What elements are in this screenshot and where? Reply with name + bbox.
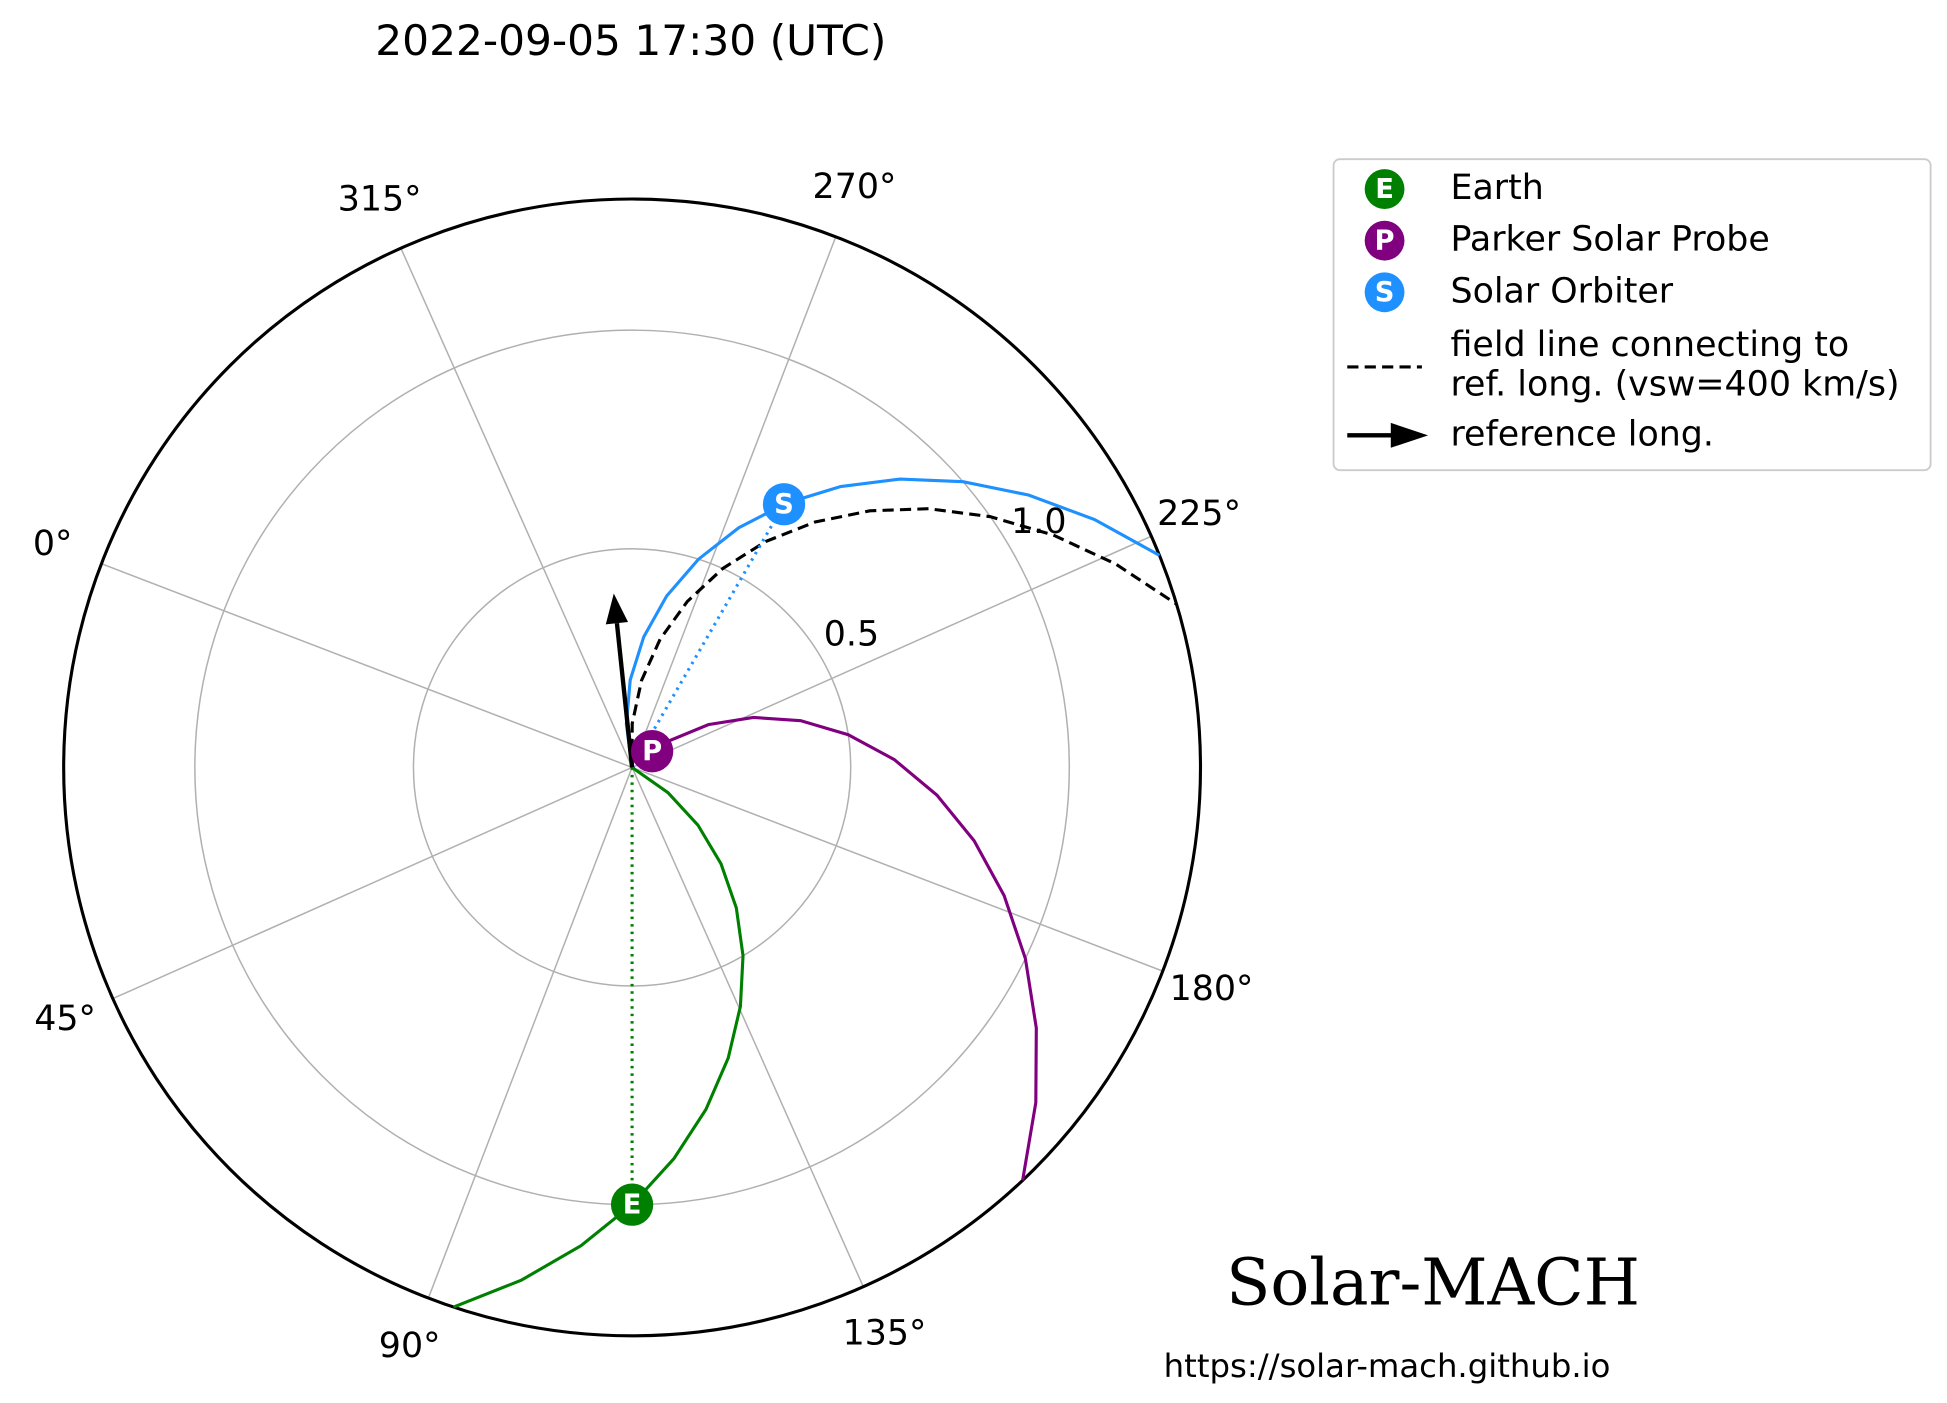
chart-title: 2022-09-05 17:30 (UTC) [375,16,886,65]
legend-label: field line connecting to [1450,325,1849,365]
reference-arrow-head [605,593,629,625]
field-line [624,477,1161,768]
field-line [651,715,1038,1181]
field-line [453,766,745,1309]
r-tick-label: 0.5 [824,615,879,655]
theta-grid-line [427,767,633,1299]
theta-tick-label: 225° [1157,494,1241,534]
reference-field-line [630,507,1178,768]
theta-tick-label: 90° [379,1326,441,1366]
reference-arrow [614,622,635,768]
body-marker [610,1183,654,1226]
theta-grid-line [400,247,633,768]
theta-tick-label: 315° [338,179,422,219]
legend-label: reference long. [1450,414,1714,454]
theta-tick-label: 45° [34,999,96,1039]
theta-tick-label: 135° [843,1313,927,1353]
legend-label: Parker Solar Probe [1450,220,1769,260]
legend-label: Solar Orbiter [1450,271,1673,311]
watermark: Solar-MACH [1226,1245,1640,1320]
theta-grid-line [631,766,1164,972]
legend-letter: S [1375,277,1395,308]
legend-marker [1364,220,1405,261]
theta-grid-line [631,767,864,1287]
theta-tick-label: 270° [813,167,897,207]
body-marker [630,730,674,773]
body-letter: P [642,736,662,767]
legend-label: ref. long. (vsw=400 km/s) [1450,365,1899,405]
legend-label: Earth [1450,168,1543,208]
legend-marker [1364,272,1405,313]
legend-letter: E [1375,174,1394,205]
url: https://solar-mach.github.io [1164,1347,1611,1385]
legend-box [1332,158,1932,472]
theta-tick-label: 0° [33,524,73,564]
body-marker [762,483,806,526]
theta-grid-line [112,766,633,1000]
legend-arrow-head [1390,422,1429,448]
body-letter: S [774,489,794,520]
theta-tick-label: 180° [1170,969,1254,1009]
legend-marker [1364,169,1405,209]
legend-letter: P [1375,225,1395,256]
theta-grid-line [631,535,1152,769]
theta-grid-line [101,563,633,769]
radial-line [630,503,786,769]
theta-grid-line [631,236,837,768]
body-letter: E [623,1189,642,1220]
polar-frame [62,197,1203,1338]
